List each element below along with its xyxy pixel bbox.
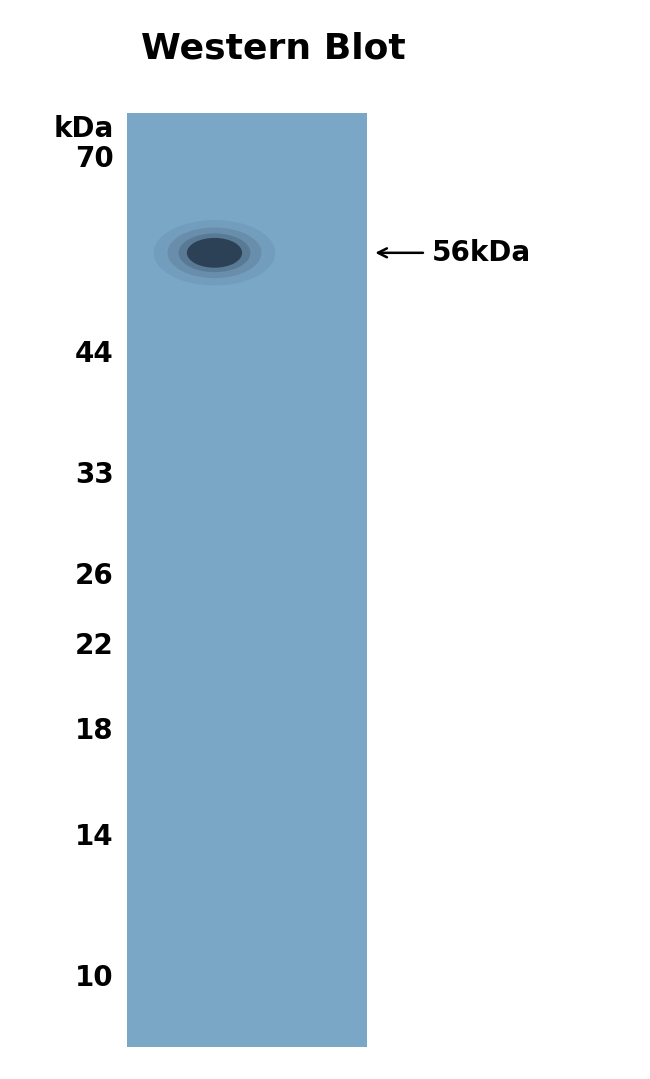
Text: 18: 18 <box>75 716 114 745</box>
Bar <box>127 113 367 1047</box>
Text: 70: 70 <box>75 145 114 173</box>
Text: 26: 26 <box>75 562 114 590</box>
Text: 44: 44 <box>75 340 114 368</box>
Text: 22: 22 <box>75 632 114 660</box>
Text: 56kDa: 56kDa <box>432 238 532 267</box>
Ellipse shape <box>168 228 261 278</box>
Text: 33: 33 <box>75 462 114 490</box>
Text: 10: 10 <box>75 965 114 993</box>
Text: 14: 14 <box>75 822 114 850</box>
Text: Western Blot: Western Blot <box>140 31 406 66</box>
Ellipse shape <box>179 233 250 272</box>
Ellipse shape <box>153 220 276 286</box>
Ellipse shape <box>187 238 242 268</box>
Text: kDa: kDa <box>53 114 114 142</box>
